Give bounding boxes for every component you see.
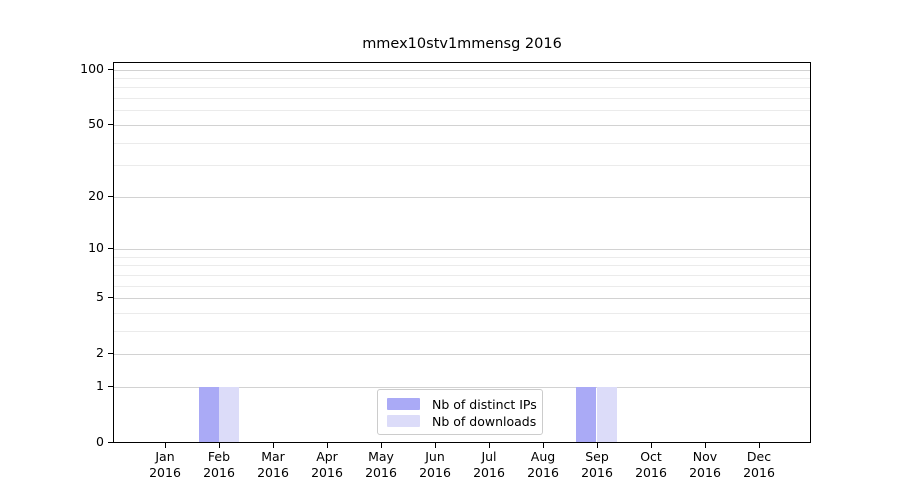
x-tick-label: Jun 2016	[405, 449, 465, 481]
legend-label-distinct-ips: Nb of distinct IPs	[432, 396, 537, 412]
legend: Nb of distinct IPs Nb of downloads	[377, 389, 543, 435]
x-tick-mark	[705, 443, 706, 448]
x-tick-label: Oct 2016	[621, 449, 681, 481]
x-tick-label: Sep 2016	[567, 449, 627, 481]
gridline-minor	[114, 165, 810, 166]
gridline-minor	[114, 286, 810, 287]
y-tick-label: 1	[96, 378, 104, 393]
x-tick-label-line: 2016	[257, 465, 289, 480]
gridline-minor	[114, 275, 810, 276]
x-tick-mark	[597, 443, 598, 448]
x-tick-label-line: Mar	[261, 449, 285, 464]
y-tick-mark	[108, 69, 113, 70]
x-tick-label-line: Feb	[207, 449, 231, 464]
x-tick-label-line: Sep	[585, 449, 609, 464]
x-tick-label-line: 2016	[203, 465, 235, 480]
legend-item-distinct-ips: Nb of distinct IPs	[387, 396, 537, 412]
x-tick-label-line: 2016	[419, 465, 451, 480]
x-tick-mark	[543, 443, 544, 448]
x-tick-label: Dec 2016	[729, 449, 789, 481]
x-tick-mark	[381, 443, 382, 448]
x-tick-label-line: 2016	[311, 465, 343, 480]
x-tick-label: May 2016	[351, 449, 411, 481]
x-tick-mark	[759, 443, 760, 448]
y-tick-label: 5	[96, 289, 104, 304]
y-tick-label: 10	[88, 240, 104, 255]
x-tick-label-line: 2016	[635, 465, 667, 480]
gridline-minor	[114, 313, 810, 314]
x-tick-mark	[327, 443, 328, 448]
y-tick-mark	[108, 297, 113, 298]
x-tick-label: Nov 2016	[675, 449, 735, 481]
x-tick-mark	[435, 443, 436, 448]
x-tick-mark	[651, 443, 652, 448]
gridline-major	[114, 197, 810, 198]
gridline-minor	[114, 257, 810, 258]
x-tick-label-line: 2016	[581, 465, 613, 480]
x-tick-label-line: Dec	[746, 449, 772, 464]
gridline-minor	[114, 98, 810, 99]
x-tick-label-line: 2016	[149, 465, 181, 480]
y-tick-mark	[108, 386, 113, 387]
x-tick-label: Aug 2016	[513, 449, 573, 481]
gridline-major	[114, 249, 810, 250]
gridline-minor	[114, 331, 810, 332]
x-tick-label-line: Jun	[425, 449, 445, 464]
x-tick-label: Feb 2016	[189, 449, 249, 481]
chart-title: mmex10stv1mmensg 2016	[362, 36, 562, 52]
bar-downloads	[597, 387, 617, 442]
y-tick-label: 2	[96, 345, 104, 360]
y-tick-label: 100	[80, 61, 104, 76]
y-tick-mark	[108, 248, 113, 249]
x-tick-label-line: 2016	[473, 465, 505, 480]
bar-distinct-ips	[199, 387, 219, 442]
gridline-minor	[114, 78, 810, 79]
x-tick-mark	[165, 443, 166, 448]
y-tick-label: 0	[96, 434, 104, 449]
bar-downloads	[219, 387, 239, 442]
x-tick-label: Apr 2016	[297, 449, 357, 481]
x-tick-mark	[219, 443, 220, 448]
x-tick-label-line: 2016	[527, 465, 559, 480]
y-tick-mark	[108, 353, 113, 354]
x-tick-mark	[273, 443, 274, 448]
legend-item-downloads: Nb of downloads	[387, 413, 537, 429]
gridline-major	[114, 70, 810, 71]
x-tick-label: Jan 2016	[135, 449, 195, 481]
gridline-major	[114, 387, 810, 388]
gridline-major	[114, 298, 810, 299]
legend-label-downloads: Nb of downloads	[432, 413, 537, 429]
y-tick-label: 20	[88, 188, 104, 203]
gridline-minor	[114, 265, 810, 266]
y-tick-mark	[108, 442, 113, 443]
x-tick-label-line: Jan	[155, 449, 175, 464]
x-tick-label-line: Jul	[481, 449, 497, 464]
y-tick-label: 50	[88, 116, 104, 131]
x-tick-label-line: Oct	[640, 449, 662, 464]
x-tick-mark	[489, 443, 490, 448]
x-tick-label-line: Aug	[530, 449, 556, 464]
legend-swatch-distinct-ips	[387, 398, 420, 410]
gridline-minor	[114, 143, 810, 144]
x-tick-label-line: 2016	[365, 465, 397, 480]
y-tick-mark	[108, 196, 113, 197]
x-tick-label-line: 2016	[689, 465, 721, 480]
gridline-major	[114, 354, 810, 355]
x-tick-label-line: Nov	[692, 449, 718, 464]
legend-swatch-downloads	[387, 415, 420, 427]
x-tick-label-line: 2016	[743, 465, 775, 480]
y-tick-mark	[108, 124, 113, 125]
x-tick-label: Jul 2016	[459, 449, 519, 481]
gridline-minor	[114, 87, 810, 88]
x-tick-label-line: May	[368, 449, 394, 464]
gridline-minor	[114, 110, 810, 111]
bar-distinct-ips	[576, 387, 596, 442]
plot-area	[113, 62, 811, 443]
x-tick-label: Mar 2016	[243, 449, 303, 481]
gridline-major	[114, 125, 810, 126]
x-tick-label-line: Apr	[316, 449, 338, 464]
